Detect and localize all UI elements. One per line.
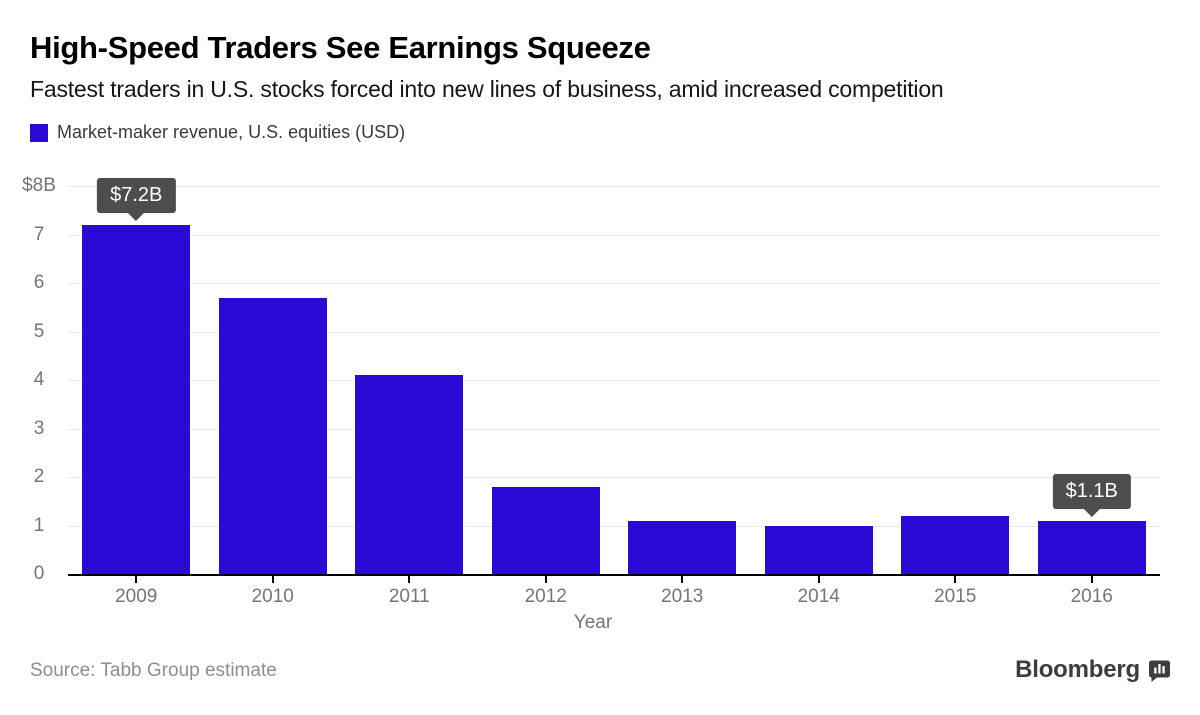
plot-area: $7.2B $1.1B [68,177,1161,576]
bar-2011[interactable] [355,375,464,574]
x-tick [817,576,820,583]
y-tick-label: 4 [33,369,45,390]
y-tick-label: 5 [33,320,45,342]
x-tick-label: 2016 [1070,586,1113,607]
chart-subtitle: Fastest traders in U.S. stocks forced in… [30,76,944,102]
x-tick-label: 2014 [797,586,840,607]
bar-slot: $7.2B [68,177,205,574]
x-axis-cell: 2015 [887,576,1024,608]
bar-2012[interactable] [491,486,600,574]
x-axis: 2009 2010 2011 2012 2013 2014 2015 2016 [68,576,1160,608]
bar-slot [341,186,478,574]
gridline [68,186,1160,187]
x-tick-label: 2010 [251,586,294,607]
gridline [68,283,1160,284]
legend: Market-maker revenue, U.S. equities (USD… [30,122,405,143]
x-tick [1090,576,1093,583]
x-tick [954,576,957,583]
bloomberg-bug-icon [1149,660,1170,682]
bar-slot [205,186,342,574]
gridline [68,234,1160,236]
y-tick-label: 1 [33,514,45,536]
x-tick-label: 2012 [524,586,567,607]
x-axis-cell: 2014 [751,576,888,608]
gridline [68,331,1160,333]
gridline [68,428,1160,430]
bar-2014[interactable] [764,525,873,574]
bar-2016[interactable] [1037,520,1146,574]
bar-2013[interactable] [628,520,737,574]
x-tick [135,576,138,583]
y-tick-label: 2 [33,466,45,487]
bar-2010[interactable] [218,297,327,574]
x-tick-label: 2015 [934,586,977,607]
y-tick-label: $8B [22,175,56,196]
bar-slot [751,186,888,574]
x-axis-cell: 2013 [614,576,751,608]
legend-label: Market-maker revenue, U.S. equities (USD… [57,122,406,142]
gridline [68,380,1160,381]
value-tooltip-2016: $1.1B [1052,473,1131,509]
x-tick [408,576,411,583]
x-tick-label: 2009 [115,586,158,607]
bar-2015[interactable] [901,515,1010,574]
y-axis: $8B 7 6 5 4 3 2 1 0 [10,175,68,584]
x-axis-cell: 2016 [1024,576,1161,608]
y-tick-label: 6 [33,272,45,293]
x-tick [681,576,684,583]
bloomberg-logo[interactable]: Bloomberg [1015,656,1172,684]
bar-slot [887,186,1024,574]
gridline [68,525,1160,527]
bar-2009[interactable] [82,224,191,574]
value-tooltip-2009: $7.2B [97,177,176,213]
y-tick-label: 3 [33,417,45,439]
x-axis-cell: 2009 [68,576,205,608]
bar-slot: $1.1B [1024,186,1161,574]
bar-slot [478,186,615,574]
source-note: Source: Tabb Group estimate [30,660,277,681]
chart-title: High-Speed Traders See Earnings Squeeze [30,30,651,65]
legend-swatch-icon [30,123,48,142]
x-axis-cell: 2010 [205,576,342,608]
x-tick-label: 2013 [661,586,704,607]
y-tick-label: 0 [33,563,45,584]
x-tick-label: 2011 [388,586,430,607]
x-axis-cell: 2011 [341,576,478,608]
x-axis-cell: 2012 [478,576,615,608]
bar-slot [614,186,751,574]
x-tick [271,576,274,583]
x-axis-title: Year [573,612,613,633]
x-tick [544,576,547,583]
gridline [68,477,1160,478]
y-tick-label: 7 [33,223,45,245]
bar-series: $7.2B $1.1B [68,177,1161,574]
bloomberg-wordmark: Bloomberg [1015,656,1140,683]
